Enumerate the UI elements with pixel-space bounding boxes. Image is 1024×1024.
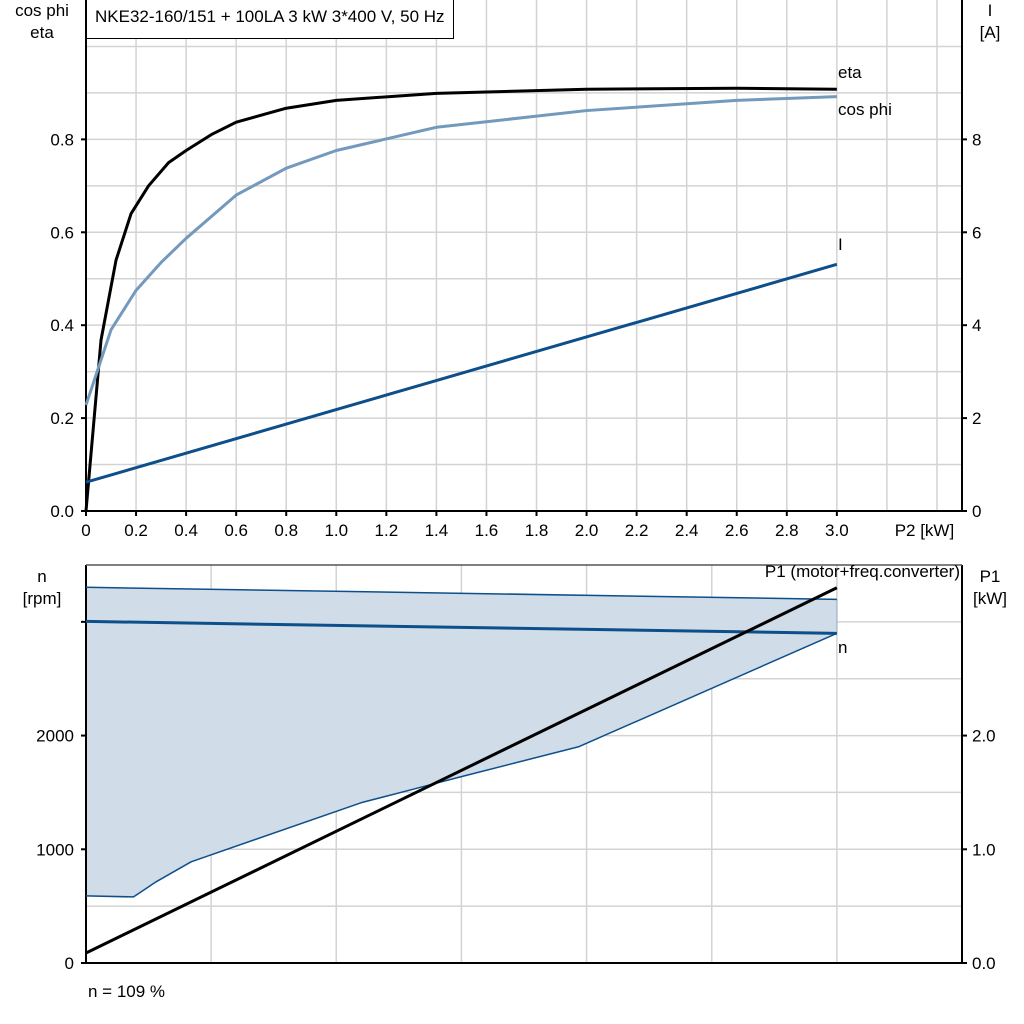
y2-tick-label: 2 [972, 409, 981, 428]
series-line-eta [84, 86, 837, 512]
x-tick-label: 0 [81, 521, 90, 540]
x-axis-label: P2 [kW] [895, 521, 955, 540]
x-tick-label: 0.8 [274, 521, 298, 540]
series-line-cos-phi [84, 95, 837, 406]
series-label-cos-phi: cos phi [838, 100, 892, 119]
series-line-n-min [85, 632, 838, 898]
y-tick-label: 0.6 [50, 223, 74, 242]
y2-axis-label: P1 [980, 567, 1001, 586]
y2-tick-label: 0.0 [972, 954, 996, 973]
series-line-n [85, 619, 837, 635]
series-line-i [85, 262, 838, 484]
x-tick-label: 1.2 [375, 521, 399, 540]
speed-range-band [86, 587, 837, 897]
series-label-p1: P1 (motor+freq.converter) [765, 562, 960, 581]
y-tick-label: 1000 [36, 840, 74, 859]
y2-axis-label: I [988, 1, 993, 20]
y-axis-label: cos phi [15, 1, 69, 20]
series-line-n-max [85, 586, 837, 601]
y-tick-label: 0.8 [50, 130, 74, 149]
y2-axis-label: [A] [980, 23, 1001, 42]
y-axis-label: eta [30, 23, 54, 42]
y-tick-label: 0 [65, 954, 74, 973]
series-label-current: I [838, 235, 843, 254]
y2-tick-label: 4 [972, 316, 981, 335]
x-tick-label: 2.6 [725, 521, 749, 540]
x-tick-label: 0.6 [224, 521, 248, 540]
x-tick-label: 2.2 [625, 521, 649, 540]
x-tick-label: 0.2 [124, 521, 148, 540]
y-tick-label: 0.4 [50, 316, 74, 335]
y-tick-label: 0.0 [50, 502, 74, 521]
x-tick-label: 2.8 [775, 521, 799, 540]
y2-tick-label: 1.0 [972, 840, 996, 859]
y2-tick-label: 2.0 [972, 727, 996, 746]
x-tick-label: 1.4 [425, 521, 449, 540]
x-tick-label: 1.6 [475, 521, 499, 540]
x-tick-label: 1.8 [525, 521, 549, 540]
y2-tick-label: 0 [972, 502, 981, 521]
series-label-n: n [838, 638, 847, 657]
y-axis-label: n [37, 567, 46, 586]
y-tick-label: 2000 [36, 727, 74, 746]
x-tick-label: 3.0 [825, 521, 849, 540]
x-tick-label: 0.4 [174, 521, 198, 540]
x-tick-label: 2.4 [675, 521, 699, 540]
footnote: n = 109 % [88, 982, 166, 1001]
y-axis-label: [rpm] [23, 589, 62, 608]
y2-axis-label: [kW] [973, 589, 1007, 608]
series-line-p1-motor-freq-converter- [85, 586, 838, 955]
x-tick-label: 2.0 [575, 521, 599, 540]
chart-title: NKE32-160/151 + 100LA 3 kW 3*400 V, 50 H… [86, 0, 454, 39]
x-tick-label: 1.0 [324, 521, 348, 540]
y2-tick-label: 6 [972, 223, 981, 242]
y-tick-label: 0.2 [50, 409, 74, 428]
y2-tick-label: 8 [972, 130, 981, 149]
series-label-eta: eta [838, 63, 862, 82]
